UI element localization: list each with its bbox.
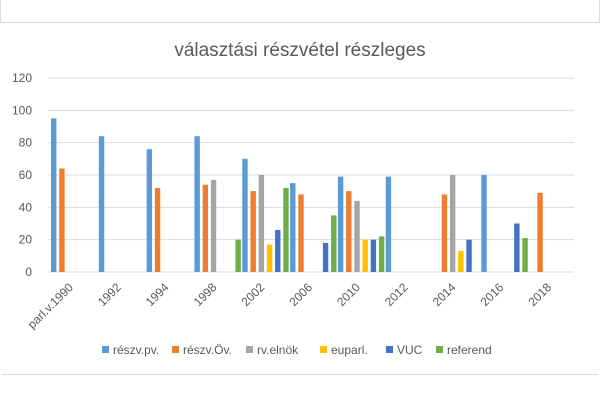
legend-label: részv.pv. [113, 343, 159, 357]
legend-swatch [102, 346, 109, 353]
y-tick-label: 120 [12, 71, 32, 85]
bar-rv.elnök-2014 [449, 175, 456, 272]
legend: részv.pv. részv.Öv. rv.elnök euparl. VUC refe… [102, 343, 492, 357]
bar-referend-2016 [522, 238, 528, 272]
legend-label: rv.elnök [257, 343, 299, 357]
bar-részv.pv.-parl.v.1990 [51, 118, 57, 273]
bar-részv.pv.-2010 [337, 176, 344, 272]
bar-euparl.-2010 [362, 239, 368, 272]
bar-részv.pv.-1992 [98, 136, 105, 272]
bar-VUC-2016 [514, 223, 520, 272]
y-tick-label: 100 [12, 103, 32, 117]
y-tick-label: 60 [19, 168, 33, 182]
bar-euparl.-2014 [458, 250, 464, 272]
bar-részv.pv.-2002 [242, 158, 248, 272]
legend-swatch [246, 346, 253, 353]
bar-részv.Öv.-1998 [202, 184, 209, 272]
spreadsheet-cell-row [0, 0, 600, 23]
bar-részv.pv.-1998 [194, 136, 200, 272]
bar-rv.elnök-2010 [354, 200, 360, 272]
bar-részv.pv.-2012 [385, 176, 392, 272]
chart-area[interactable]: választási részvétel részleges 0 20 40 60 80… [2, 22, 598, 375]
x-tick-label: 2014 [430, 280, 459, 309]
bar-részv.pv.-1994 [146, 149, 153, 272]
bar-részv.Öv.-2014 [441, 194, 448, 272]
x-tick-label: 2016 [478, 280, 507, 309]
legend-label: részv.Öv. [183, 343, 232, 357]
bar-részv.pv.-2016 [481, 175, 487, 272]
legend-swatch [436, 346, 443, 353]
legend-label: referend [447, 343, 492, 357]
y-tick-label: 20 [19, 233, 33, 247]
gridlines [48, 77, 574, 273]
x-tick-label: parl.v.1990 [25, 280, 76, 331]
legend-label: euparl. [331, 343, 368, 357]
x-tick-label: 2012 [382, 280, 411, 309]
bar-részv.Öv.-parl.v.1990 [59, 168, 65, 272]
bar-részv.Öv.-2010 [346, 191, 352, 272]
bar-referend-1998 [235, 239, 241, 272]
y-tick-label: 80 [19, 136, 33, 150]
x-tick-label: 1994 [143, 280, 172, 309]
bar-VUC-2010 [370, 239, 377, 272]
x-tick-label: 1992 [95, 280, 124, 309]
bar-részv.Öv.-1994 [154, 187, 161, 272]
y-tick-label: 0 [25, 265, 32, 279]
bar-referend-2010 [378, 236, 385, 272]
bar-VUC-2014 [466, 239, 472, 272]
bar-rv.elnök-2002 [258, 175, 265, 272]
bar-részv.Öv.-2006 [298, 194, 304, 272]
y-tick-label: 40 [19, 200, 33, 214]
x-axis: parl.v.1990 1992 1994 1998 2002 2006 2010 2012 2… [25, 280, 555, 331]
bar-euparl.-2002 [266, 244, 273, 272]
bar-VUC-2002 [275, 229, 281, 272]
legend-swatch [320, 346, 327, 353]
bar-rv.elnök-1998 [210, 179, 217, 272]
legend-swatch [172, 346, 179, 353]
x-tick-label: 2006 [286, 280, 315, 309]
legend-swatch [386, 346, 393, 353]
bar-referend-2002 [283, 187, 289, 272]
x-tick-label: 2010 [334, 280, 363, 309]
cell-gridline [0, 0, 1, 22]
bar-részv.Öv.-2002 [250, 191, 256, 272]
x-tick-label: 1998 [191, 280, 220, 309]
legend-label: VUC [397, 343, 423, 357]
bar-részv.Öv.-2018 [537, 192, 543, 272]
bars [51, 118, 543, 273]
x-tick-label: 2002 [239, 280, 268, 309]
bar-chart: választási részvétel részleges 0 20 40 60 80… [12, 40, 574, 357]
bar-referend-2006 [331, 215, 337, 272]
bar-VUC-2006 [322, 242, 329, 272]
chart-title: választási részvétel részleges [174, 40, 425, 61]
y-axis: 0 20 40 60 80 100 120 [12, 71, 32, 279]
x-tick-label: 2018 [525, 280, 554, 309]
bar-részv.pv.-2006 [290, 183, 296, 272]
